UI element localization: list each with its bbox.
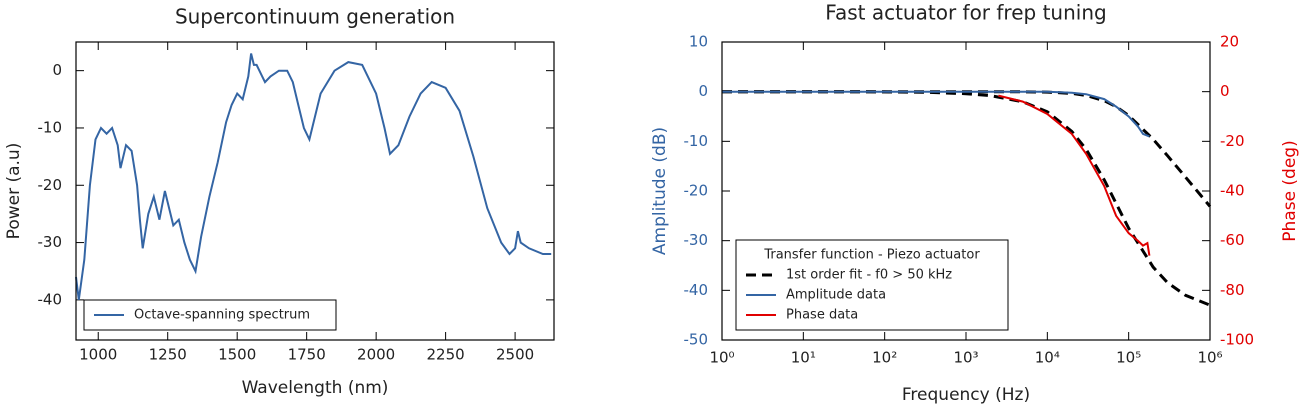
- chart-title: Supercontinuum generation: [175, 5, 455, 29]
- yticks-label: -40: [684, 281, 709, 299]
- yticks-label: -20: [684, 182, 709, 200]
- plot-frame: [721, 41, 1211, 341]
- x-tick-label: 10³: [953, 349, 978, 367]
- y2ticks-label: -60: [1220, 231, 1245, 249]
- x-tick-label: 10⁵: [1116, 349, 1141, 367]
- x-axis-label: Wavelength (nm): [242, 378, 389, 398]
- yticks-label: -20: [38, 176, 63, 194]
- x-tick-label: 2500: [496, 346, 534, 364]
- y-axis-label: Amplitude (dB): [650, 127, 670, 255]
- yticks-label: -10: [38, 118, 63, 136]
- x-tick-label: 1500: [218, 346, 256, 364]
- x-tick-label: 2000: [357, 346, 395, 364]
- yticks-label: 0: [52, 61, 62, 79]
- legend-label: Octave-spanning spectrum: [134, 308, 310, 323]
- data-line: [722, 90, 1150, 138]
- legend-box: [735, 239, 1009, 331]
- legend-title: Transfer function - Piezo actuator: [763, 248, 980, 263]
- yticks-label: 0: [698, 82, 708, 100]
- legend-label: Phase data: [786, 308, 858, 323]
- data-line: [722, 90, 1212, 208]
- plot-frame: [75, 41, 555, 341]
- legend-box: [83, 299, 337, 331]
- y2ticks-label: -80: [1220, 281, 1245, 299]
- yticks-label: -40: [38, 290, 63, 308]
- x-tick-label: 2250: [427, 346, 465, 364]
- x-axis-label: Frequency (Hz): [902, 385, 1030, 405]
- legend-label: 1st order fit - f0 > 50 kHz: [786, 268, 952, 283]
- yticks-label: -50: [684, 331, 709, 349]
- y2ticks-label: -100: [1220, 331, 1254, 349]
- x-tick-label: 1250: [149, 346, 187, 364]
- y2ticks-label: 0: [1220, 82, 1230, 100]
- y-axis-label: Power (a.u): [4, 143, 24, 240]
- yticks-label: -30: [684, 231, 709, 249]
- data-line: [998, 94, 1151, 256]
- yticks-label: -30: [38, 233, 63, 251]
- x-tick-label: 10²: [872, 349, 897, 367]
- x-tick-label: 10¹: [791, 349, 816, 367]
- y2ticks-label: 20: [1220, 33, 1239, 51]
- data-line: [75, 53, 552, 301]
- y2ticks-label: -20: [1220, 132, 1245, 150]
- yticks-label: -10: [684, 132, 709, 150]
- x-tick-label: 10⁴: [1035, 349, 1060, 367]
- x-tick-label: 1000: [79, 346, 117, 364]
- y2-axis-label: Phase (deg): [1280, 140, 1300, 241]
- chart-title: Fast actuator for frep tuning: [825, 1, 1106, 25]
- x-tick-label: 1750: [288, 346, 326, 364]
- x-tick-label: 10⁶: [1197, 349, 1222, 367]
- x-tick-label: 10⁰: [709, 349, 734, 367]
- yticks-label: 10: [689, 33, 708, 51]
- legend-label: Amplitude data: [786, 288, 886, 303]
- y2ticks-label: -40: [1220, 182, 1245, 200]
